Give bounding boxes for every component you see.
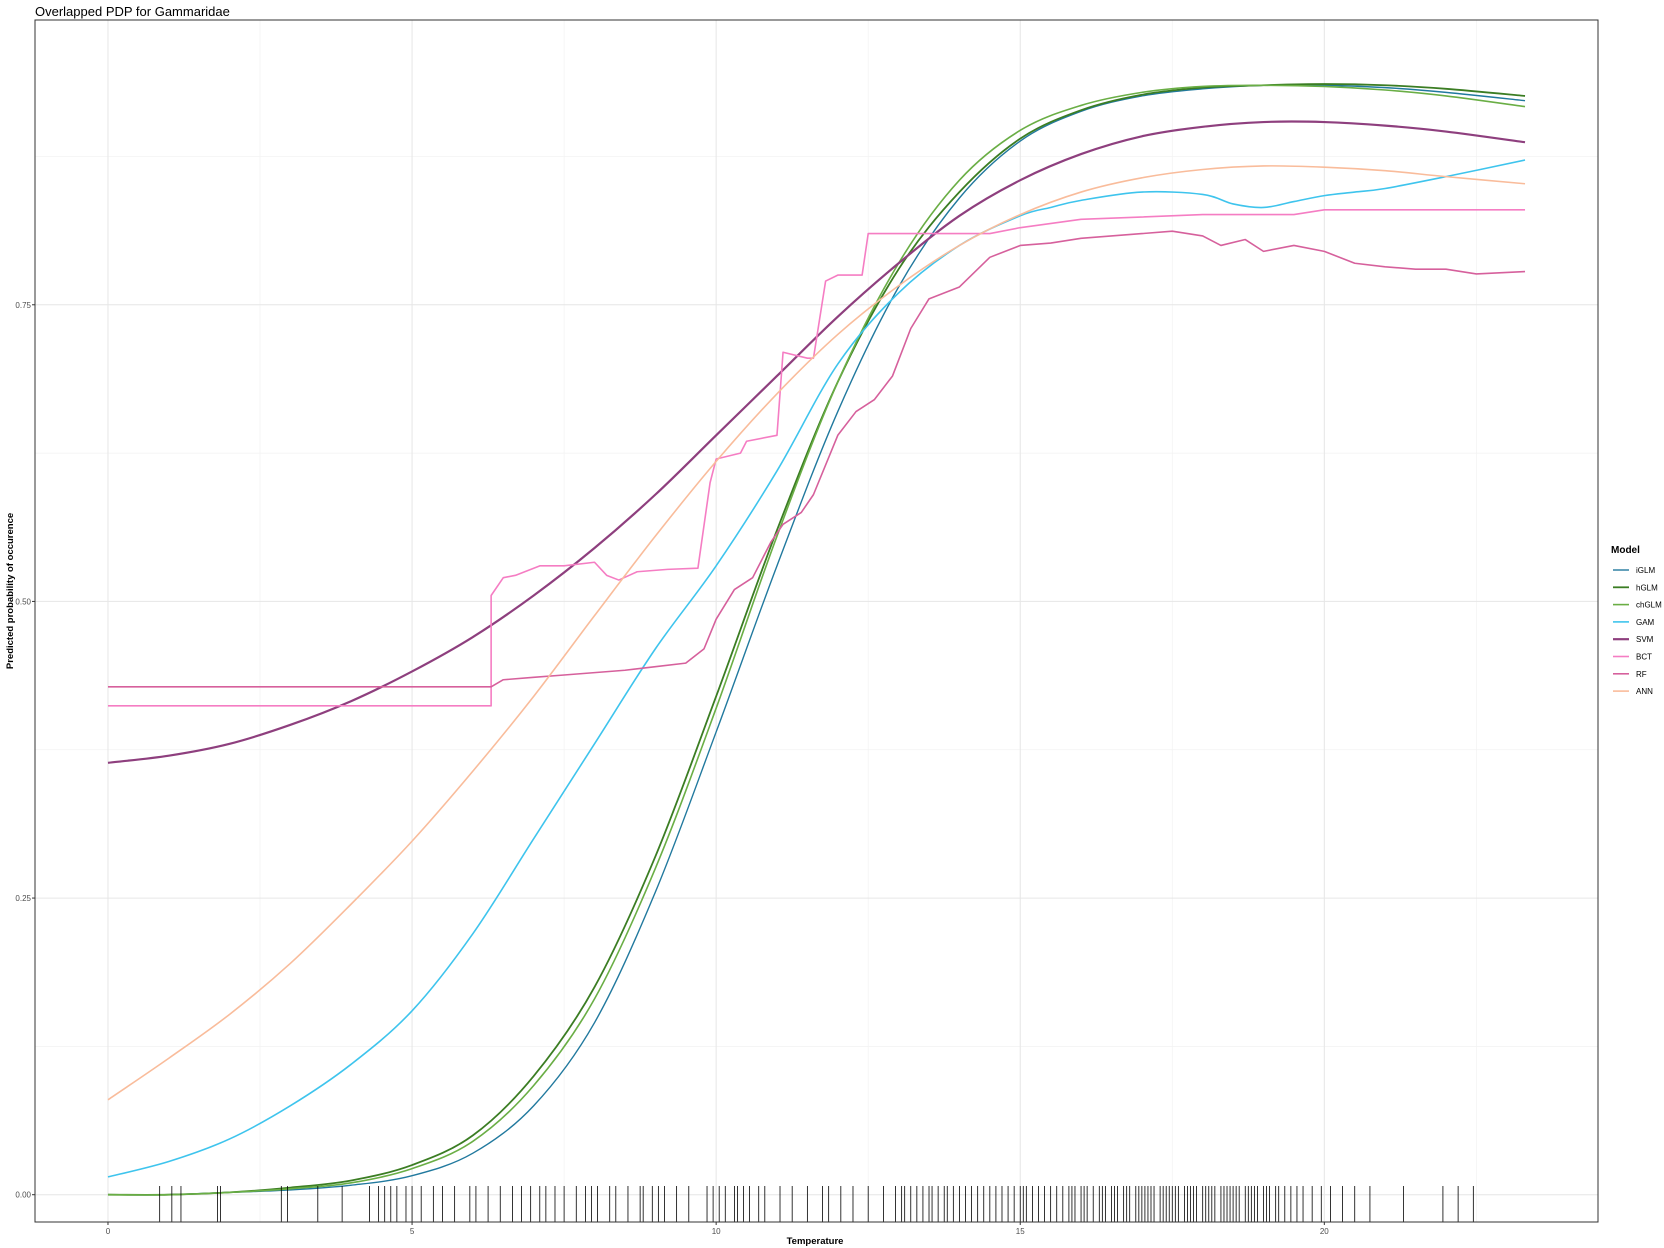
legend-label-rf: RF — [1636, 670, 1647, 679]
panel-border — [34, 19, 1599, 1223]
y-axis: 0.00 0.25 0.50 0.75 — [15, 301, 35, 1200]
legend-label-gam: GAM — [1636, 618, 1655, 627]
x-axis: 0 5 10 15 20 — [106, 1222, 1329, 1236]
series-line-rf — [107, 230, 1526, 688]
x-tick-label: 20 — [1320, 1227, 1329, 1236]
legend-label-chglm: chGLM — [1636, 601, 1662, 610]
legend: Model iGLM hGLM chGLM GAM SVM BCT RF ANN — [1611, 545, 1662, 696]
legend-label-svm: SVM — [1636, 635, 1654, 644]
y-tick-label: 0.75 — [15, 301, 31, 310]
y-axis-title: Predicted probability of occurence — [5, 513, 16, 669]
series-line-gam — [107, 159, 1526, 1178]
x-tick-label: 0 — [106, 1227, 111, 1236]
series-line-svm — [107, 120, 1526, 764]
series-line-bct — [107, 209, 1526, 707]
chart-title: Overlapped PDP for Gammaridae — [35, 4, 230, 19]
series-lines — [107, 83, 1526, 1196]
gridlines — [35, 20, 1598, 1222]
y-tick-label: 0.00 — [15, 1191, 31, 1200]
legend-label-ann: ANN — [1636, 687, 1653, 696]
legend-label-hglm: hGLM — [1636, 583, 1658, 592]
rug-marks — [159, 1186, 1474, 1222]
legend-label-iglm: iGLM — [1636, 566, 1655, 575]
legend-title: Model — [1611, 545, 1640, 556]
y-tick-label: 0.50 — [15, 597, 31, 606]
x-axis-title: Temperature — [787, 1236, 844, 1247]
y-tick-label: 0.25 — [15, 894, 31, 903]
series-line-ann — [107, 165, 1526, 1101]
x-tick-label: 5 — [410, 1227, 415, 1236]
legend-label-bct: BCT — [1636, 653, 1652, 662]
x-tick-label: 10 — [712, 1227, 721, 1236]
series-line-chglm — [107, 84, 1526, 1196]
x-tick-label: 15 — [1016, 1227, 1025, 1236]
